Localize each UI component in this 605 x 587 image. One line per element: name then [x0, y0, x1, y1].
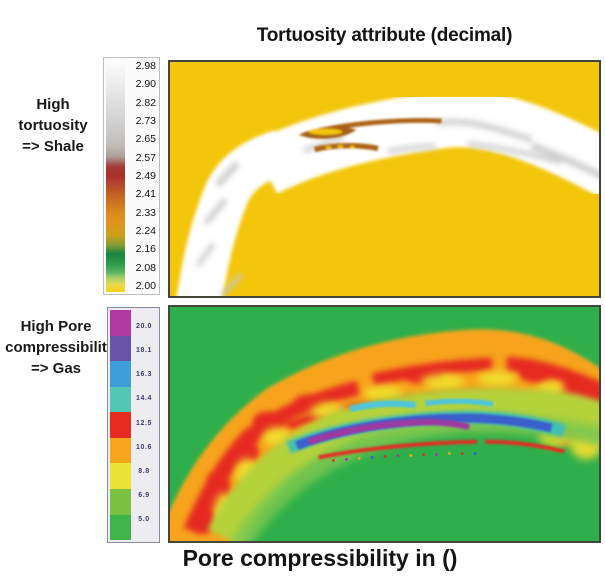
tortuosity-colorbar-strip [106, 60, 125, 292]
compressibility-tick-label: 14.4 [135, 395, 153, 403]
annotation-line: => Shale [22, 138, 84, 155]
top-panel-title: Tortuosity attribute (decimal) [256, 25, 513, 46]
cyan-streaks [349, 398, 494, 413]
tortuosity-annotation: High tortuosity => Shale [2, 94, 104, 157]
compressibility-tick-label: 5.0 [138, 516, 150, 523]
tortuosity-tick-label: 2.41 [135, 188, 156, 201]
tortuosity-tick-label: 2.57 [135, 151, 156, 164]
tortuosity-heatmap-panel [168, 60, 601, 298]
compressibility-colorbar-ticks: 20.0 18.1 16.3 14.4 12.5 10.6 8.8 6.9 5.0 [131, 310, 157, 540]
compressibility-tick-label: 20.0 [135, 323, 153, 330]
compressibility-color-block [110, 488, 131, 515]
compressibility-tick-label: 12.5 [135, 419, 153, 427]
compressibility-color-block [110, 412, 131, 438]
compressibility-color-block [110, 437, 131, 464]
compressibility-tick-label: 10.6 [135, 443, 153, 451]
tortuosity-tick-label: 2.82 [135, 96, 156, 109]
annotation-line: High Pore [20, 318, 92, 335]
gray-wisp-streaks [195, 119, 599, 296]
gas-lens [286, 410, 567, 454]
compressibility-color-block [110, 335, 131, 362]
compressibility-color-block [110, 361, 131, 387]
tortuosity-tick-label: 2.33 [135, 206, 156, 219]
tortuosity-heatmap [170, 62, 599, 296]
tortuosity-colorbar-ticks: 2.98 2.90 2.82 2.73 2.65 2.57 2.49 2.41 2.33 2.24… [125, 60, 157, 292]
tortuosity-tick-label: 2.90 [135, 78, 156, 91]
tortuosity-tick-label: 2.65 [135, 133, 156, 146]
tortuosity-tick-label: 2.16 [135, 243, 156, 256]
compressibility-annotation: High Pore compressibilit => Gas [0, 316, 112, 379]
brown-tortuosity-streaks [298, 118, 442, 153]
tortuosity-tick-label: 2.49 [135, 169, 156, 182]
compressibility-tick-label: 16.3 [135, 371, 153, 379]
compressibility-color-block [110, 463, 131, 489]
annotation-line: compressibilit [5, 339, 107, 356]
compressibility-tick-label: 18.1 [135, 347, 153, 355]
annotation-line: => Gas [30, 360, 82, 377]
under-lens-streaks [318, 439, 565, 460]
tortuosity-tick-label: 2.24 [135, 224, 156, 237]
compressibility-colorbar-strip [110, 310, 131, 541]
annotation-line: tortuosity [18, 117, 88, 134]
tortuosity-tick-label: 2.73 [135, 114, 156, 127]
tortuosity-tick-label: 2.98 [135, 60, 156, 72]
tortuosity-tick-label: 2.00 [135, 279, 156, 292]
bottom-panel-caption: Pore compressibility in () [182, 545, 458, 571]
compressibility-heatmap-panel [168, 305, 601, 543]
tortuosity-tick-label: 2.08 [135, 261, 156, 274]
compressibility-tick-label: 8.8 [138, 467, 150, 475]
compressibility-heatmap [170, 307, 599, 541]
tortuosity-colorbar: 2.98 2.90 2.82 2.73 2.65 2.57 2.49 2.41 2.33 2.24… [103, 57, 160, 295]
compressibility-color-block [110, 386, 131, 413]
compressibility-color-block [110, 310, 131, 336]
compressibility-color-block [110, 514, 131, 541]
compressibility-tick-label: 6.9 [138, 491, 150, 499]
speckle-row [332, 452, 477, 462]
compressibility-colorbar: 20.0 18.1 16.3 14.4 12.5 10.6 8.8 6.9 5.0 [107, 307, 160, 543]
annotation-line: High [36, 96, 70, 113]
